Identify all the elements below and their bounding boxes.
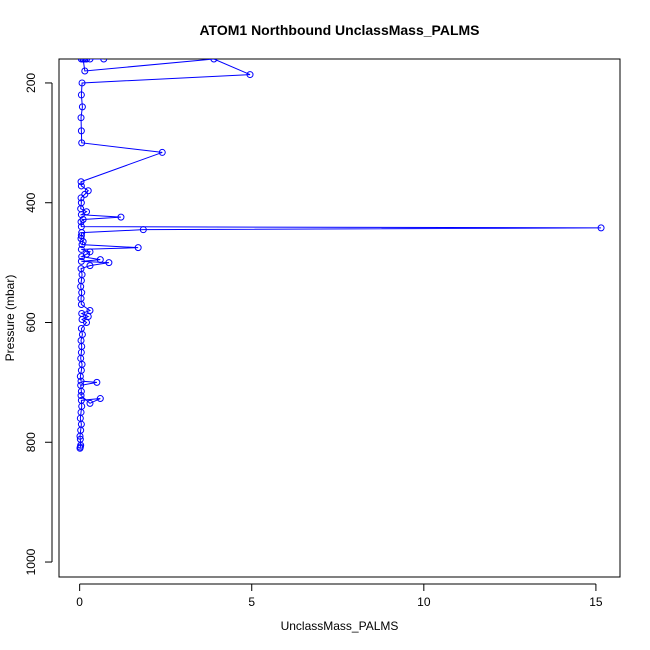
data-point — [246, 71, 254, 79]
data-point — [117, 213, 125, 221]
data-point — [77, 381, 85, 389]
x-tick-label: 0 — [76, 595, 83, 609]
y-tick-label: 200 — [24, 73, 38, 93]
data-point — [77, 245, 85, 253]
data-point — [77, 377, 85, 385]
data-point — [77, 114, 85, 122]
y-tick-label: 400 — [24, 192, 38, 212]
y-tick-label: 800 — [24, 432, 38, 452]
data-point — [86, 248, 94, 256]
data-point — [78, 310, 86, 318]
data-point — [77, 324, 85, 332]
data-point — [76, 444, 84, 452]
y-tick-label: 600 — [24, 312, 38, 332]
data-point — [77, 194, 85, 202]
data-point — [100, 59, 108, 63]
data-point — [77, 223, 85, 231]
x-tick-label: 5 — [248, 595, 255, 609]
data-point — [77, 199, 85, 207]
chart-title: ATOM1 Northbound UnclassMass_PALMS — [199, 22, 479, 38]
data-point — [139, 226, 147, 234]
data-point — [81, 59, 89, 63]
data-point — [105, 259, 113, 267]
data-point — [78, 139, 86, 147]
data-point — [77, 182, 85, 190]
data-point — [77, 392, 85, 400]
data-point — [93, 378, 101, 386]
data-point — [77, 232, 85, 240]
data-point — [77, 127, 85, 135]
series-layer — [76, 59, 605, 452]
data-point — [83, 208, 91, 216]
data-point — [96, 395, 104, 403]
data-point — [86, 307, 94, 315]
data-point — [77, 178, 85, 186]
data-point — [86, 59, 94, 63]
x-axis-label: UnclassMass_PALMS — [281, 619, 399, 633]
data-point — [134, 244, 142, 252]
data-point — [78, 79, 86, 87]
y-axis-label: Pressure (mbar) — [3, 275, 17, 362]
x-tick-label: 15 — [589, 595, 603, 609]
x-axis: 0 5 10 15 — [76, 583, 603, 609]
x-tick-label: 10 — [417, 595, 431, 609]
data-point — [86, 262, 94, 270]
data-point — [76, 435, 84, 443]
data-point — [158, 148, 166, 156]
series-line — [79, 59, 602, 449]
y-tick-label: 1000 — [24, 548, 38, 575]
data-point — [597, 224, 605, 232]
data-point — [79, 215, 87, 223]
data-point — [96, 256, 104, 264]
data-point — [77, 91, 85, 99]
data-point — [84, 187, 92, 195]
data-point — [77, 265, 85, 273]
data-point — [78, 103, 86, 111]
data-point — [86, 399, 94, 407]
data-point — [77, 257, 85, 265]
plot-frame — [58, 58, 621, 578]
data-point — [77, 396, 85, 404]
data-point — [81, 67, 89, 75]
data-point — [210, 59, 218, 63]
data-point — [83, 250, 91, 258]
y-axis: 200 400 600 800 1000 — [24, 73, 53, 575]
